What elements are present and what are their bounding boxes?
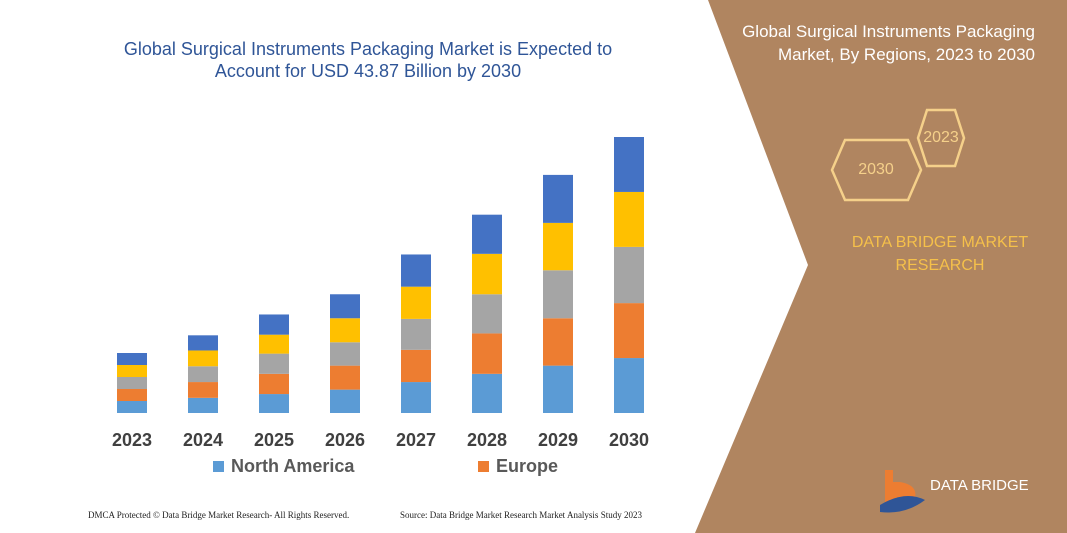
bar-segment [330, 294, 360, 319]
chart-title: Global Surgical Instruments Packaging Ma… [123, 39, 613, 81]
x-tick-label: 2028 [467, 430, 507, 450]
bar-segment [330, 365, 360, 390]
hexagon [830, 138, 923, 202]
bar-segment [188, 397, 218, 413]
bar-segment [472, 373, 502, 413]
brand: DATA BRIDGE MARKET RESEARCH [851, 234, 1029, 274]
bar-segment [614, 137, 644, 192]
x-tick-label: 2024 [183, 430, 223, 450]
bar-segment [472, 333, 502, 374]
hexagons [830, 108, 966, 202]
bar-segment [614, 358, 644, 413]
x-tick-label: 2029 [538, 430, 578, 450]
bar-segment [117, 365, 147, 377]
x-tick-label: 2023 [112, 430, 152, 450]
bar-segment [401, 382, 431, 413]
bar-segment [543, 365, 573, 413]
bar-segment [188, 350, 218, 367]
bar-segment [117, 389, 147, 401]
bar-segment [401, 286, 431, 319]
x-tick-label: 2030 [609, 430, 649, 450]
footer-right: Source: Data Bridge Market Research Mark… [400, 510, 642, 520]
bar-segment [259, 353, 289, 374]
logo [880, 470, 925, 513]
bar-segment [543, 270, 573, 319]
bar-segment [401, 349, 431, 383]
footer-left: DMCA Protected © Data Bridge Market Rese… [88, 510, 350, 520]
bar-segment [330, 318, 360, 343]
panel-title: Global Surgical Instruments Packaging Ma… [742, 22, 1035, 64]
legend-label: Europe [496, 456, 558, 476]
bar-segment [472, 214, 502, 254]
bar-segment [259, 334, 289, 354]
bar-segment [259, 314, 289, 335]
bar-segment [330, 342, 360, 366]
legend-swatch [213, 461, 224, 472]
legend-swatch [478, 461, 489, 472]
bar-segment [117, 353, 147, 365]
bar-segment [472, 294, 502, 334]
side-panel [695, 0, 1067, 533]
bar-segment [543, 222, 573, 271]
legend-label: North America [231, 456, 355, 476]
bar-segment [259, 394, 289, 413]
hexagon-label: 2023 [923, 129, 959, 146]
bar-segment [117, 401, 147, 413]
bar-segment [401, 254, 431, 287]
x-tick-label: 2025 [254, 430, 294, 450]
bar-segment [543, 318, 573, 366]
bar-segment [117, 377, 147, 389]
bar-segment [188, 382, 218, 398]
bar-segment [188, 366, 218, 383]
hexagon [916, 108, 966, 168]
bar-segment [330, 389, 360, 413]
logo-mark [880, 496, 925, 513]
bar-segment [472, 253, 502, 295]
hexagon-label: 2030 [858, 161, 894, 178]
logo-text: DATA BRIDGE [930, 477, 1029, 494]
bar-segment [259, 373, 289, 395]
bar-segment [614, 246, 644, 304]
bar-segment [614, 191, 644, 247]
x-tick-label: 2026 [325, 430, 365, 450]
bar-segment [188, 335, 218, 351]
bar-segment [543, 174, 573, 223]
bar-segment [614, 303, 644, 359]
x-tick-label: 2027 [396, 430, 436, 450]
bar-segment [401, 318, 431, 350]
